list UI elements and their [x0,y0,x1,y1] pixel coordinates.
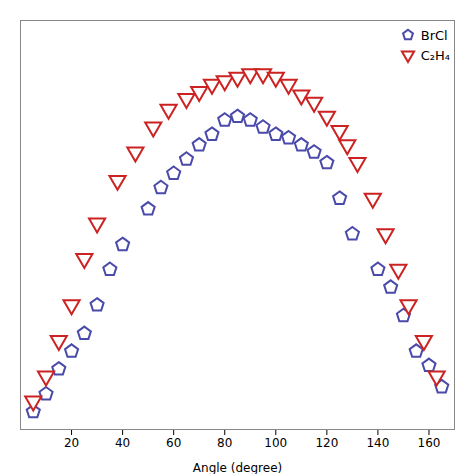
svg-text:120: 120 [315,436,338,450]
svg-text:Angle (degree): Angle (degree) [193,461,282,474]
svg-text:80: 80 [217,436,232,450]
svg-text:160: 160 [418,436,441,450]
svg-text:100: 100 [264,436,287,450]
html-text:BrCl: BrCl [420,27,448,43]
svg-text:20: 20 [64,436,79,450]
svg-text:60: 60 [166,436,181,450]
svg-text:140: 140 [366,436,389,450]
html-text:C₂H₄: C₂H₄ [420,47,450,63]
svg-text:40: 40 [115,436,130,450]
